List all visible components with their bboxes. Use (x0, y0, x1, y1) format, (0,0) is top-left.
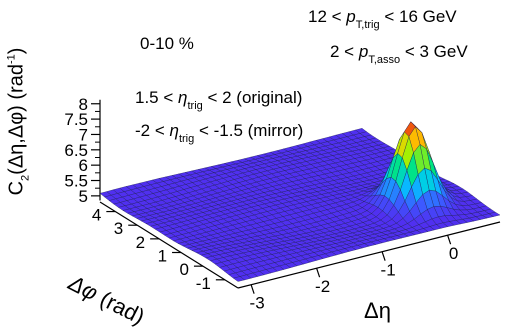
z-tick-label-8: 8 (79, 95, 88, 114)
z-tick-label-7.5: 7.5 (64, 110, 88, 129)
z-tick-label-5: 5 (79, 187, 88, 206)
x-axis-line (237, 221, 501, 289)
z-tick-label-5.5: 5.5 (64, 172, 88, 191)
y-tick-label-4: 4 (92, 206, 101, 225)
surface-cell (409, 230, 422, 235)
centrality-label: 0-10 % (140, 34, 194, 53)
x-tick-0 (447, 235, 452, 245)
x-tick--3 (250, 284, 255, 294)
x-tick-label--2: -2 (315, 277, 330, 296)
y-tick-label-0: 0 (179, 260, 188, 279)
z-tick-label-6: 6 (79, 156, 88, 175)
eta-trig-mirror-label: -2 < ηtrig < -1.5 (mirror) (135, 121, 304, 145)
z-tick-label-6.5: 6.5 (64, 141, 88, 160)
x-tick--2 (316, 268, 321, 278)
surface-mesh (99, 121, 501, 282)
y-tick-label-2: 2 (136, 233, 145, 252)
surface-cell (232, 276, 246, 282)
pt-asso-label: 2 < pT,asso < 3 GeV (330, 42, 468, 66)
y-tick-label--1: -1 (196, 274, 211, 293)
pt-trig-label: 12 < pT,trig < 16 GeV (308, 7, 457, 31)
y-tick-label-3: 3 (114, 219, 123, 238)
y-axis-line (99, 201, 239, 289)
x-axis-label: Δη (364, 298, 391, 323)
eta-trig-original-label: 1.5 < ηtrig < 2 (original) (135, 88, 303, 112)
x-tick--1 (381, 251, 386, 261)
z-axis-label: C2(Δη,Δφ) (rad-1) (5, 47, 32, 196)
x-tick-label-0: 0 (449, 244, 458, 263)
x-tick-label--3: -3 (250, 294, 265, 313)
x-tick-label--1: -1 (381, 261, 396, 280)
y-tick-label-1: 1 (158, 247, 167, 266)
z-tick-label-7: 7 (79, 125, 88, 144)
